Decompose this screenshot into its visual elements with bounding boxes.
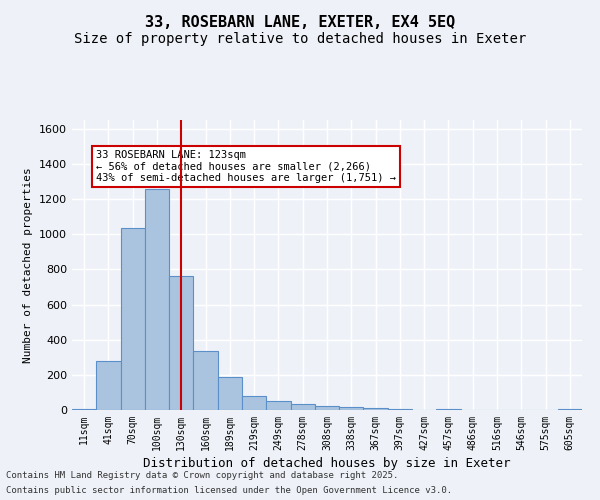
Bar xyxy=(388,409,412,410)
Bar xyxy=(169,276,193,410)
Bar xyxy=(266,401,290,410)
Bar xyxy=(290,404,315,410)
Bar xyxy=(436,408,461,410)
Bar xyxy=(218,378,242,410)
Bar xyxy=(96,361,121,410)
Bar xyxy=(121,228,145,410)
Text: Contains HM Land Registry data © Crown copyright and database right 2025.: Contains HM Land Registry data © Crown c… xyxy=(6,471,398,480)
Bar xyxy=(193,351,218,410)
Text: Contains public sector information licensed under the Open Government Licence v3: Contains public sector information licen… xyxy=(6,486,452,495)
Bar xyxy=(242,396,266,410)
Text: 33, ROSEBARN LANE, EXETER, EX4 5EQ: 33, ROSEBARN LANE, EXETER, EX4 5EQ xyxy=(145,15,455,30)
Bar xyxy=(145,188,169,410)
Y-axis label: Number of detached properties: Number of detached properties xyxy=(23,167,34,363)
Text: 33 ROSEBARN LANE: 123sqm
← 56% of detached houses are smaller (2,266)
43% of sem: 33 ROSEBARN LANE: 123sqm ← 56% of detach… xyxy=(96,150,396,183)
Bar xyxy=(339,407,364,410)
Bar xyxy=(364,408,388,410)
Bar xyxy=(72,408,96,410)
Text: Size of property relative to detached houses in Exeter: Size of property relative to detached ho… xyxy=(74,32,526,46)
Bar xyxy=(315,406,339,410)
X-axis label: Distribution of detached houses by size in Exeter: Distribution of detached houses by size … xyxy=(143,457,511,470)
Bar xyxy=(558,409,582,410)
